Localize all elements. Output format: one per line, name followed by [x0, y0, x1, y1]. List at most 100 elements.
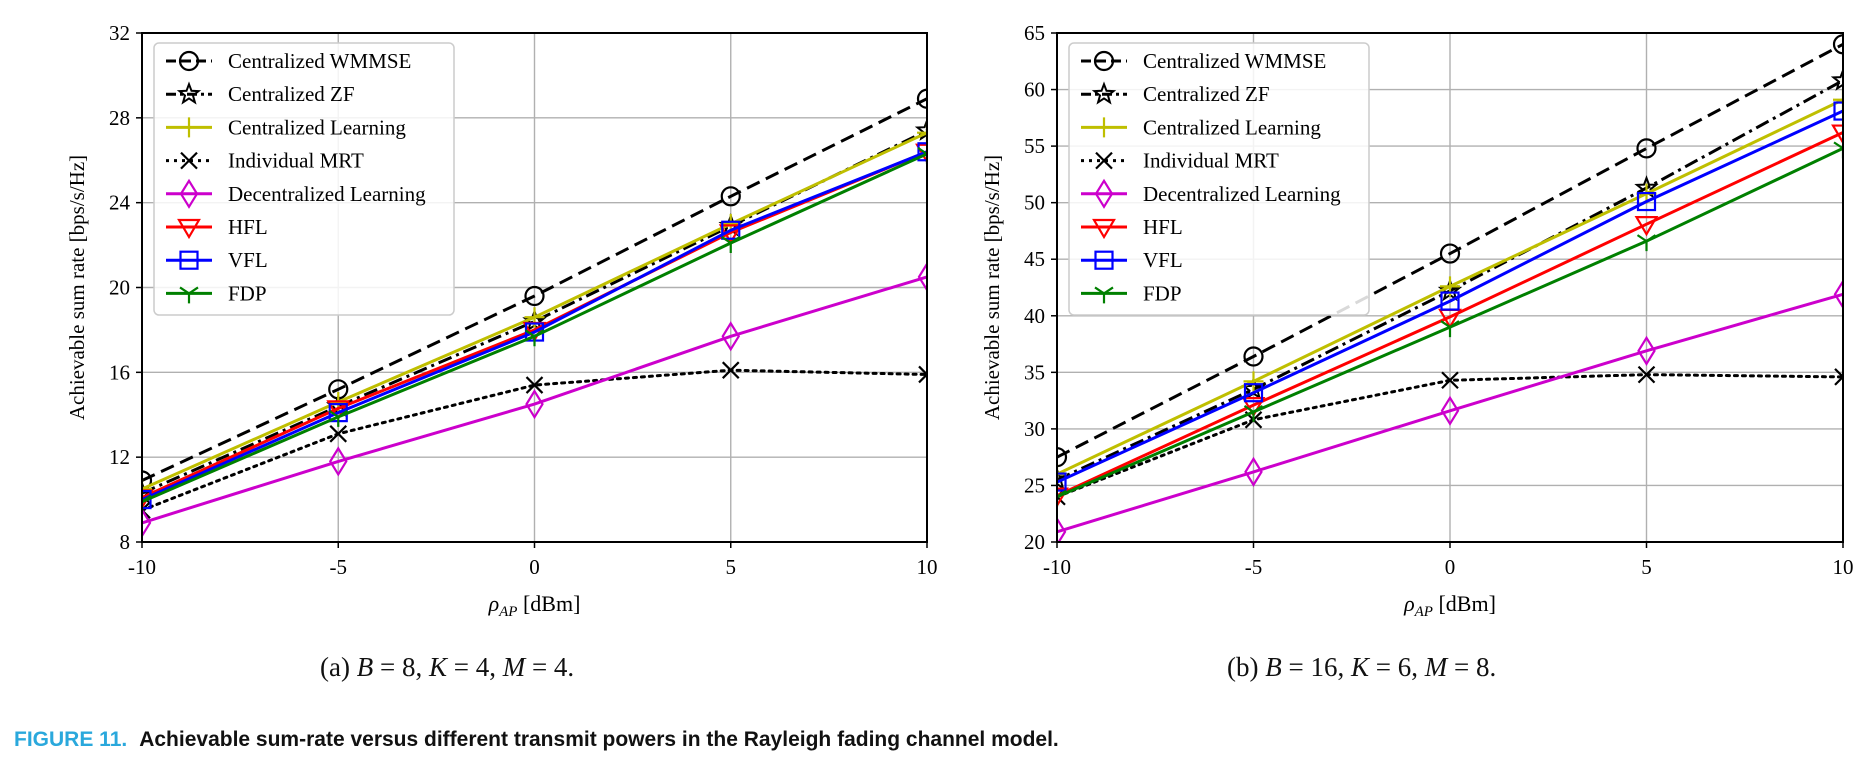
data-point-individual-mrt [721, 361, 740, 379]
legend-marker-centralized-wmmse [1093, 50, 1115, 72]
legend-box [1068, 42, 1370, 316]
x-tick-label: 5 [1641, 555, 1652, 579]
legend-marker-decentralized-learning [179, 178, 199, 209]
legend-marker-individual-mrt [180, 151, 198, 170]
data-point-fdp [142, 494, 152, 512]
data-point-individual-mrt [1441, 371, 1459, 390]
data-point-vfl [1057, 472, 1067, 492]
legend-marker-hfl [177, 218, 201, 240]
data-point-individual-mrt [1637, 365, 1656, 384]
legend-label-individual-mrt: Individual MRT [1143, 149, 1279, 173]
data-point-decentralized-learning [525, 389, 544, 420]
legend-marker-centralized-wmmse [178, 50, 200, 72]
legend-marker-individual-mrt [1095, 151, 1113, 170]
y-tick-label: 50 [1024, 191, 1045, 215]
y-tick-label: 32 [109, 21, 130, 45]
y-tick-label: 12 [109, 445, 130, 469]
data-point-centralized-wmmse [916, 88, 927, 109]
y-tick-label: 28 [109, 106, 130, 130]
data-point-centralized-learning [1833, 89, 1843, 110]
legend-label-fdp: FDP [1143, 281, 1182, 305]
data-point-centralized-wmmse [1832, 34, 1843, 55]
x-tick-label: -10 [1043, 555, 1071, 579]
y-tick-label: 25 [1024, 473, 1045, 497]
legend-label-individual-mrt: Individual MRT [228, 149, 364, 173]
legend-marker-vfl [179, 250, 199, 270]
legend-label-decentralized-learning: Decentralized Learning [1143, 182, 1341, 206]
data-point-fdp [1440, 320, 1460, 338]
data-point-fdp [1636, 234, 1657, 252]
legend-marker-centralized-learning [179, 117, 199, 138]
data-point-centralized-wmmse [1243, 346, 1264, 367]
y-tick-label: 55 [1024, 134, 1045, 158]
data-point-vfl [1243, 383, 1264, 403]
data-point-fdp [721, 236, 741, 253]
y-axis-label: Achievable sum rate [bps/s/Hz] [980, 155, 1004, 420]
series-line-centralized-wmmse [142, 97, 927, 482]
data-point-fdp [1833, 141, 1843, 159]
x-tick-label: -10 [128, 555, 156, 579]
data-point-individual-mrt [918, 365, 927, 384]
x-axis-label: ρAP [dBm] [488, 591, 581, 620]
data-point-centralized-learning [142, 478, 152, 499]
legend-label-centralized-learning: Centralized Learning [1143, 115, 1321, 139]
y-tick-label: 30 [1024, 417, 1045, 441]
data-point-individual-mrt [525, 376, 544, 394]
data-point-fdp [328, 409, 348, 427]
y-tick-label: 40 [1024, 304, 1045, 328]
data-point-fdp [917, 146, 927, 164]
legend-label-centralized-zf: Centralized ZF [1143, 82, 1270, 106]
series-line-decentralized-learning [1057, 292, 1843, 534]
data-point-individual-mrt [142, 501, 151, 519]
data-point-hfl [1634, 216, 1659, 237]
legend-marker-decentralized-learning [1094, 178, 1114, 209]
legend-label-vfl: VFL [1143, 248, 1183, 272]
legend-label-vfl: VFL [228, 248, 268, 272]
data-point-individual-mrt [329, 425, 348, 443]
x-tick-label: 5 [726, 555, 737, 579]
y-tick-label: 45 [1024, 247, 1045, 271]
figure-caption-text: Achievable sum-rate versus different tra… [139, 728, 1059, 751]
x-tick-label: 10 [1833, 555, 1854, 579]
series-line-centralized-wmmse [1057, 42, 1843, 459]
legend-label-centralized-learning: Centralized Learning [228, 115, 406, 139]
legend-marker-fdp [1094, 286, 1114, 304]
series-line-decentralized-learning [142, 275, 927, 525]
x-tick-label: 0 [529, 555, 540, 579]
y-axis-label: Achievable sum rate [bps/s/Hz] [65, 155, 89, 420]
y-tick-label: 60 [1024, 78, 1045, 102]
y-tick-label: 20 [1024, 530, 1045, 554]
data-point-decentralized-learning [1440, 395, 1460, 426]
data-point-centralized-wmmse [524, 285, 545, 307]
x-tick-label: 0 [1445, 555, 1456, 579]
data-point-vfl [1833, 101, 1843, 121]
legend-label-fdp: FDP [228, 281, 267, 305]
data-point-vfl [1440, 291, 1460, 311]
series-line-individual-mrt [142, 368, 927, 512]
legend-marker-centralized-zf [1091, 81, 1117, 105]
series-line-centralized-zf [142, 129, 927, 495]
y-tick-label: 8 [120, 530, 131, 554]
legend-box [153, 42, 455, 316]
data-point-centralized-learning [917, 122, 927, 143]
data-point-decentralized-learning [721, 321, 741, 352]
legend-marker-centralized-zf [176, 81, 202, 105]
x-tick-label: -5 [1245, 555, 1263, 579]
y-tick-label: 65 [1024, 21, 1045, 45]
data-point-centralized-zf [914, 117, 927, 141]
legend-marker-centralized-learning [1094, 117, 1114, 138]
series-line-vfl [142, 150, 927, 501]
legend: Centralized WMMSE Centralized ZF Centraliz… [153, 42, 455, 316]
data-point-centralized-learning [1243, 371, 1264, 392]
data-point-decentralized-learning [917, 261, 927, 292]
chart-b: -10 -5 0 5 10 20 25 30 35 40 45 50 55 60 65 ρAP [dBm] Ac… [980, 21, 1854, 620]
legend-marker-fdp [179, 286, 199, 304]
data-point-centralized-zf [1057, 466, 1070, 491]
data-point-decentralized-learning [1244, 456, 1263, 487]
data-point-centralized-zf [1830, 67, 1843, 91]
series-group [1057, 34, 1843, 542]
legend-label-centralized-wmmse: Centralized WMMSE [1143, 49, 1326, 73]
x-axis-label: ρAP [dBm] [1403, 591, 1496, 620]
y-tick-label: 20 [109, 276, 130, 300]
